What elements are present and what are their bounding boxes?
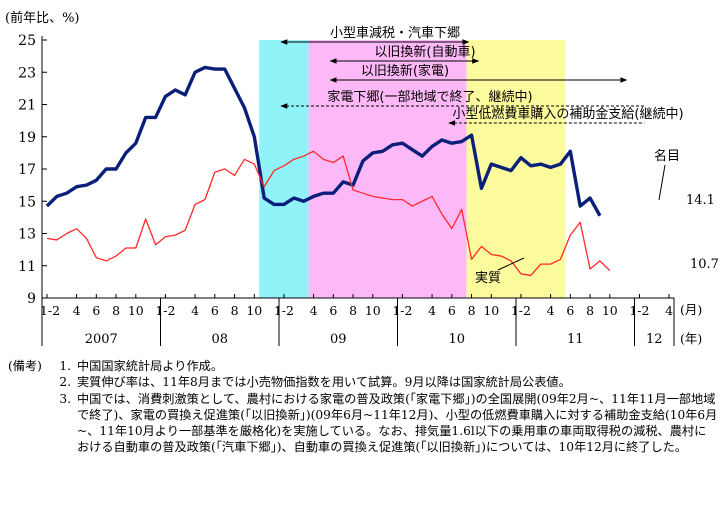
notes-section: (備考) 1. 中国国家統計局より作成。 2. 実質伸び率は、11年8月までは小… bbox=[8, 358, 718, 456]
x-tick-label: 8 bbox=[586, 303, 594, 318]
note-item-1: (備考) 1. 中国国家統計局より作成。 bbox=[8, 358, 718, 374]
year-label: 09 bbox=[330, 332, 347, 347]
real-series-line bbox=[46, 150, 611, 277]
note-text: 実質伸び率は、11年8月までは小売物価指数を用いて試算。9月以降は国家統計局公表… bbox=[77, 375, 571, 390]
year-label: 2007 bbox=[85, 332, 118, 347]
series-labels: 名目 14.1 10.7 実質 bbox=[475, 148, 719, 286]
note-number: 3. bbox=[59, 391, 71, 406]
series-name-label: 名目 bbox=[654, 148, 680, 164]
leader-line bbox=[497, 257, 525, 271]
note-item-2: 2. 実質伸び率は、11年8月までは小売物価指数を用いて試算。9月以降は国家統計… bbox=[8, 374, 718, 390]
y-tick-label: 15 bbox=[18, 194, 36, 210]
nominal-series-line bbox=[45, 65, 602, 217]
x-tick-label: 4 bbox=[547, 303, 555, 318]
x-tick-label: 4 bbox=[428, 303, 436, 318]
x-tick-label: 6 bbox=[329, 303, 337, 318]
x-tick-label: 1-2 bbox=[629, 303, 649, 318]
x-tick-label: 10 bbox=[246, 303, 262, 318]
y-tick-label: 13 bbox=[18, 227, 36, 243]
y-tick-label: 25 bbox=[18, 33, 36, 49]
y-tick-label: 11 bbox=[18, 259, 36, 275]
x-tick-label: 1-2 bbox=[155, 303, 175, 318]
x-tick-label: 10 bbox=[602, 303, 618, 318]
policy-label: 以旧換新(自動車) bbox=[374, 44, 475, 60]
note-number: 2. bbox=[59, 375, 71, 390]
shaded-periods bbox=[259, 40, 566, 298]
x-tick-label: 1-2 bbox=[392, 303, 412, 318]
x-tick-label: 4 bbox=[73, 303, 81, 318]
year-label: 11 bbox=[567, 332, 584, 347]
x-tick-label: 4 bbox=[191, 303, 199, 318]
notes-heading: (備考) bbox=[8, 359, 42, 373]
x-axis: 1-2 4 6 8 10 1-2 4 6 8 10 1-2 4 6 8 10 1-2 4 6 8 10 1-2 4 6 8 10… bbox=[40, 294, 675, 347]
leader-line bbox=[658, 164, 666, 201]
shaded-period bbox=[259, 40, 309, 298]
x-tick-label: 1-2 bbox=[40, 303, 60, 318]
x-unit-label: (月) bbox=[680, 302, 702, 317]
y-tick-label: 21 bbox=[18, 98, 36, 114]
end-value-label: 14.1 bbox=[686, 193, 715, 208]
x-tick-label: 6 bbox=[448, 303, 456, 318]
year-label: 12 bbox=[646, 332, 663, 347]
end-value-label: 10.7 bbox=[690, 257, 719, 272]
x-tick-label: 10 bbox=[128, 303, 144, 318]
policy-label: 小型低燃費車購入の補助金支給(継続中) bbox=[452, 106, 683, 122]
x-tick-label: 1-2 bbox=[511, 303, 531, 318]
policy-label: 以旧換新(家電) bbox=[361, 63, 449, 79]
x-tick-label: 6 bbox=[566, 303, 574, 318]
plot-frame bbox=[41, 36, 674, 299]
policy-label: 小型車減税・汽車下郷 bbox=[330, 25, 460, 41]
series-name-label: 実質 bbox=[475, 270, 501, 286]
note-item-3: 3. 中国では、消費刺激策として、農村における家電の普及政策(「家電下郷」)の全… bbox=[8, 391, 718, 456]
x-tick-label: 10 bbox=[483, 303, 499, 318]
year-label: 08 bbox=[211, 332, 228, 347]
year-unit-label: (年) bbox=[680, 331, 702, 346]
shaded-period bbox=[466, 40, 566, 298]
y-tick-label: 17 bbox=[18, 162, 36, 178]
policy-label: 家電下郷(一部地域で終了、継続中) bbox=[327, 89, 532, 105]
x-tick-label: 6 bbox=[211, 303, 219, 318]
x-tick-label: 6 bbox=[92, 303, 100, 318]
note-text: 中国国家統計局より作成。 bbox=[77, 359, 224, 373]
year-label: 10 bbox=[448, 332, 465, 347]
y-unit-label: (前年比、%) bbox=[5, 10, 80, 26]
y-tick-label: 19 bbox=[18, 130, 36, 146]
y-axis: 9 11 13 15 17 19 21 23 25 bbox=[18, 33, 47, 307]
series-lines bbox=[45, 65, 611, 277]
y-tick-label: 23 bbox=[18, 65, 36, 81]
x-tick-label: 8 bbox=[349, 303, 357, 318]
x-tick-label: 8 bbox=[112, 303, 120, 318]
x-tick-label: 1-2 bbox=[274, 303, 294, 318]
x-tick-label: 10 bbox=[365, 303, 381, 318]
x-tick-label: 8 bbox=[468, 303, 476, 318]
shaded-period bbox=[308, 40, 467, 298]
x-tick-label: 4 bbox=[665, 303, 673, 318]
y-tick-label: 9 bbox=[27, 291, 36, 307]
note-number: 1. bbox=[59, 359, 71, 373]
x-tick-label: 8 bbox=[231, 303, 239, 318]
x-tick-label: 4 bbox=[310, 303, 318, 318]
note-text: 中国では、消費刺激策として、農村における家電の普及政策(「家電下郷」)の全国展開… bbox=[77, 391, 718, 455]
